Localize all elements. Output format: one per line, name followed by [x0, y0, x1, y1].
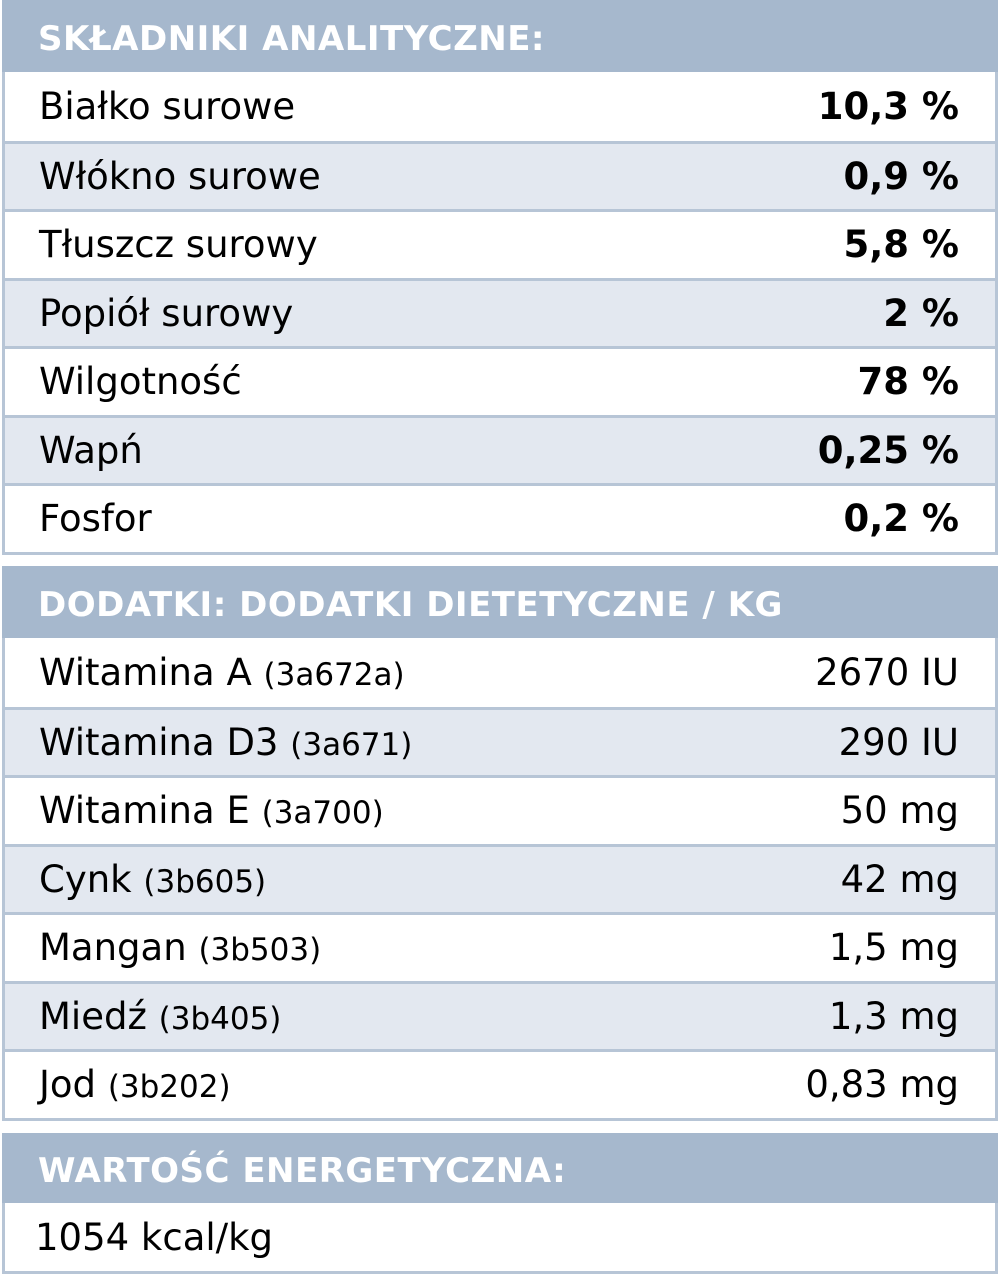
nutrient-name: Witamina E	[39, 789, 250, 833]
row-label: Jod (3b202)	[39, 1063, 231, 1106]
nutrient-name: Miedź	[39, 994, 147, 1038]
nutrient-value: 42 mg	[840, 857, 959, 901]
row-label: Wapń	[39, 429, 143, 472]
table-row: Fosfor 0,2 %	[5, 483, 995, 552]
nutrient-name: Włókno surowe	[39, 154, 321, 198]
table-row: Witamina D3 (3a671) 290 IU	[5, 706, 995, 775]
table-row: Witamina E (3a700) 50 mg	[5, 775, 995, 844]
nutrient-value: 5,8 %	[843, 223, 960, 267]
row-label: Miedź (3b405)	[39, 995, 281, 1038]
row-label: Wilgotność	[39, 360, 242, 403]
nutrient-value: 10,3 %	[817, 84, 959, 128]
table-row: Cynk (3b605) 42 mg	[5, 843, 995, 912]
row-label: Cynk (3b605)	[39, 858, 266, 901]
row-label: Witamina D3 (3a671)	[39, 721, 412, 764]
nutrient-name: Mangan	[39, 926, 187, 970]
row-label: Popiół surowy	[39, 292, 293, 335]
nutrient-name: Wilgotność	[39, 360, 242, 404]
row-label: Witamina E (3a700)	[39, 789, 384, 832]
additive-code: (3b503)	[198, 932, 322, 969]
table-row: Wapń 0,25 %	[5, 414, 995, 483]
nutrient-value: 1,5 mg	[828, 926, 959, 970]
additive-code: (3b605)	[143, 863, 267, 900]
table-row: Popiół surowy 2 %	[5, 277, 995, 346]
analytical-table: SKŁADNIKI ANALITYCZNE: Białko surowe 10,3…	[2, 0, 998, 555]
nutrient-name: Wapń	[39, 428, 143, 472]
table-row: Jod (3b202) 0,83 mg	[5, 1049, 995, 1118]
additive-code: (3a671)	[290, 726, 413, 763]
nutrient-value: 50 mg	[840, 789, 959, 833]
nutrient-name: Tłuszcz surowy	[39, 223, 318, 267]
row-label: Włókno surowe	[39, 155, 321, 198]
nutrient-value: 290 IU	[838, 720, 959, 764]
table-row: Wilgotność 78 %	[5, 346, 995, 415]
section-title: SKŁADNIKI ANALITYCZNE:	[2, 0, 998, 72]
table-row: Tłuszcz surowy 5,8 %	[5, 209, 995, 278]
nutrient-value: 1,3 mg	[828, 994, 959, 1038]
table-row: Włókno surowe 0,9 %	[5, 140, 995, 209]
row-label: Mangan (3b503)	[39, 926, 321, 969]
nutrient-value: 0,2 %	[843, 497, 960, 541]
nutrient-value: 0,83 mg	[805, 1063, 959, 1107]
nutrient-name: Białko surowe	[39, 84, 296, 128]
energy-value: 1054 kcal/kg	[35, 1215, 274, 1259]
energy-row: 1054 kcal/kg	[5, 1203, 995, 1272]
nutrient-name: Cynk	[39, 857, 132, 901]
section-title: WARTOŚĆ ENERGETYCZNA:	[2, 1133, 998, 1203]
additive-code: (3a672a)	[263, 656, 405, 693]
nutrient-name: Witamina A	[39, 650, 252, 694]
nutrient-value: 2670 IU	[815, 650, 959, 694]
nutrient-name: Witamina D3	[39, 720, 279, 764]
additives-table: DODATKI: DODATKI DIETETYCZNE / KG Witami…	[2, 566, 998, 1121]
nutrient-value: 78 %	[857, 360, 959, 404]
additive-code: (3a700)	[261, 795, 384, 832]
nutrient-value: 0,25 %	[817, 428, 959, 472]
nutrient-name: Fosfor	[39, 497, 152, 541]
table-row: Witamina A (3a672a) 2670 IU	[5, 638, 995, 707]
nutrient-name: Jod	[39, 1063, 97, 1107]
table-row: Mangan (3b503) 1,5 mg	[5, 912, 995, 981]
nutrient-value: 0,9 %	[843, 154, 960, 198]
energy-table: WARTOŚĆ ENERGETYCZNA: 1054 kcal/kg	[2, 1133, 998, 1274]
nutrient-name: Popiół surowy	[39, 291, 294, 335]
nutrient-value: 2 %	[883, 291, 959, 335]
table-row: Białko surowe 10,3 %	[5, 72, 995, 141]
row-label: Tłuszcz surowy	[39, 223, 318, 266]
additive-code: (3b405)	[158, 1000, 282, 1037]
row-label: Fosfor	[39, 497, 152, 540]
row-label: Witamina A (3a672a)	[39, 651, 405, 694]
section-title: DODATKI: DODATKI DIETETYCZNE / KG	[2, 566, 998, 638]
additive-code: (3b202)	[107, 1069, 231, 1106]
table-row: Miedź (3b405) 1,3 mg	[5, 980, 995, 1049]
row-label: Białko surowe	[39, 85, 295, 128]
